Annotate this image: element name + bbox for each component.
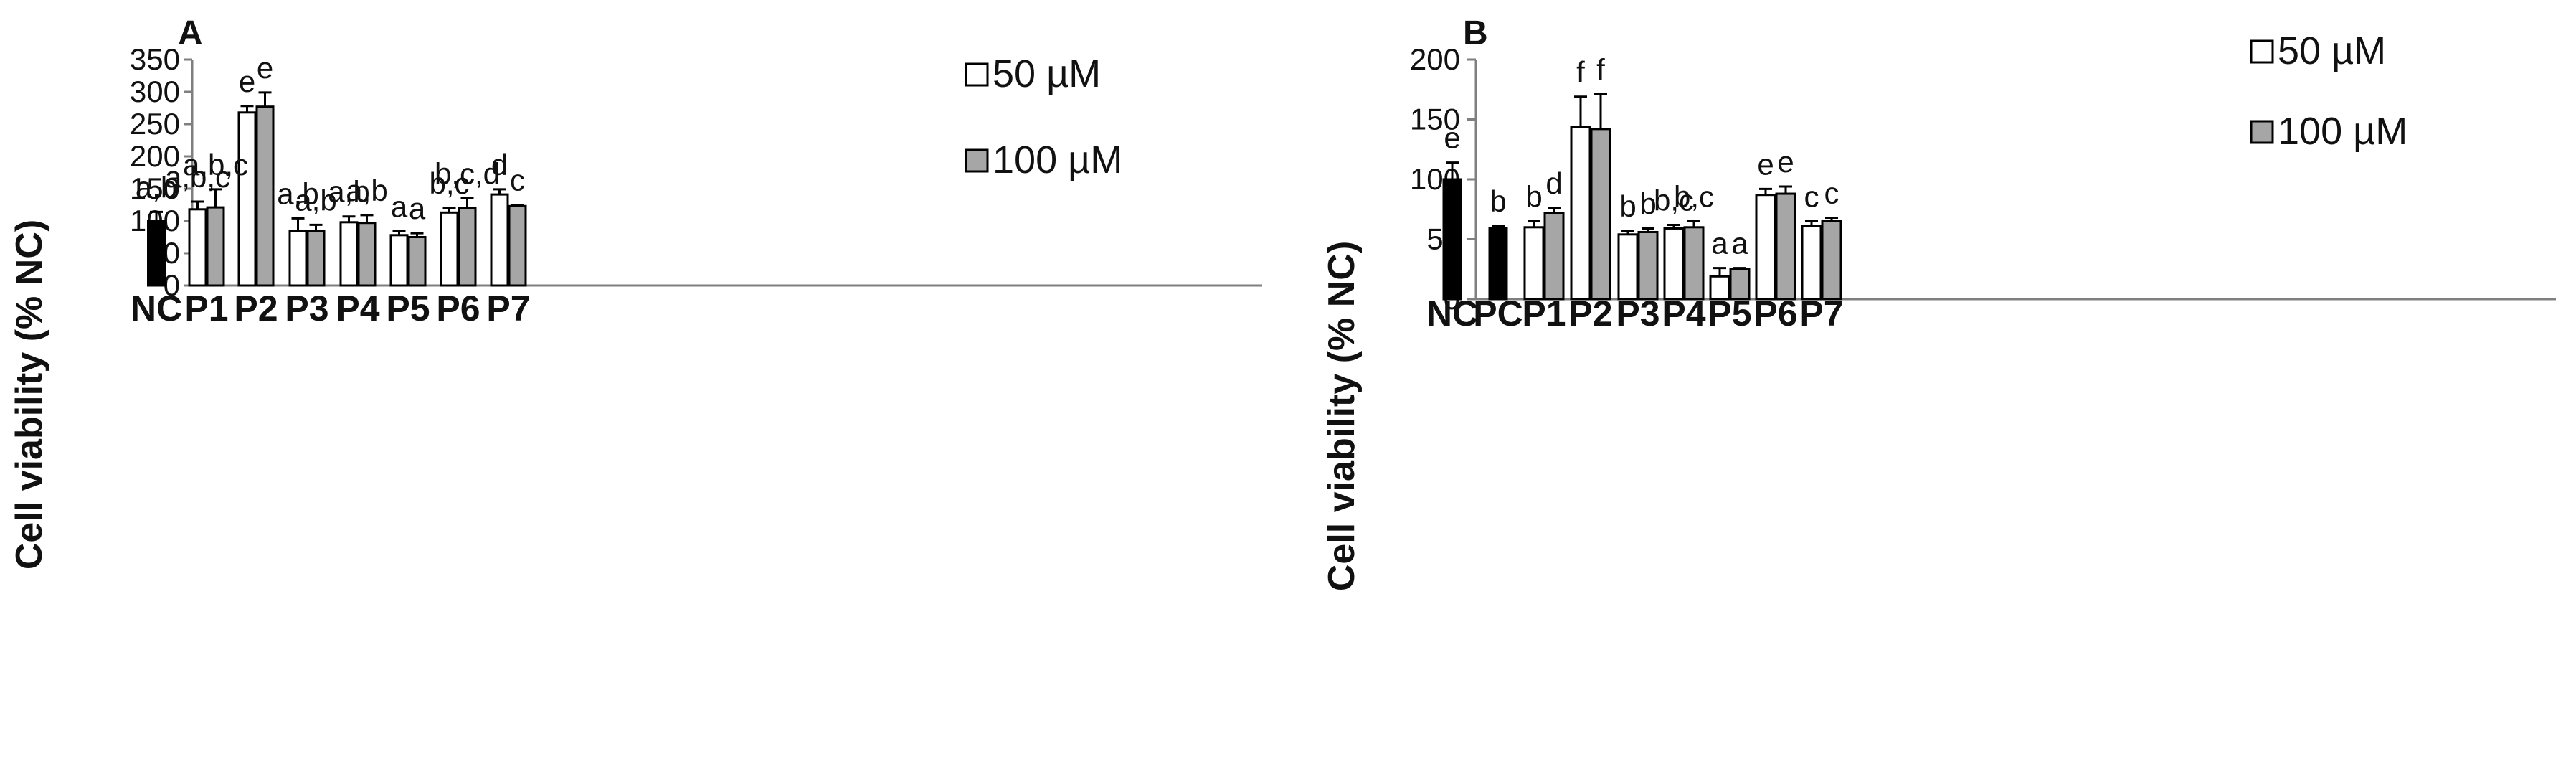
x-tick-label: P2	[234, 288, 278, 329]
series-50uM-p5-bar	[1709, 275, 1730, 301]
series-50uM-p7-significance-label: d	[491, 148, 508, 181]
y-tick-label: 300	[130, 75, 180, 108]
series-100uM-p4-bar	[357, 222, 377, 287]
series-50uM-p5-significance-label: a	[1711, 227, 1728, 260]
series-50uM-p1-bar	[188, 208, 207, 287]
series-50uM-p3-bar	[1617, 233, 1639, 301]
series-100uM-p7-significance-label: c	[1824, 176, 1839, 209]
panel-b-legend: 50 µM 100 µM	[2250, 29, 2407, 153]
x-tick-label: P1	[184, 288, 228, 329]
x-tick-label: P3	[285, 288, 328, 329]
series-50uM-p4-significance-label: a,b	[328, 175, 369, 209]
legend-label-50uM: 50 µM	[2278, 29, 2386, 72]
series-50uM-p2-bar	[237, 111, 257, 287]
series-50uM-p7-bar	[490, 193, 509, 287]
series-100uM-p3-significance-label: b	[1639, 187, 1656, 220]
panel-b-letter: B	[1463, 14, 1488, 52]
control-pc-significance-label: b	[1490, 184, 1506, 218]
series-100uM-p5-significance-label: a	[1731, 227, 1748, 260]
series-100uM-p7-bar	[508, 204, 527, 287]
x-tick-label: NC	[131, 288, 182, 329]
panel-b: B Cell viability (% NC) 50 µM 100 µM 050…	[1321, 14, 2556, 591]
panel-a-bars: a,ba,b,cea,b a,b ab,cda,b,cea,b a,bab,c,d c	[136, 51, 527, 287]
series-100uM-p6-significance-label: b,c,d	[435, 157, 500, 191]
series-100uM-p1-bar	[206, 206, 225, 287]
legend-label-50uM: 50 µM	[993, 52, 1101, 95]
control-nc-significance-label: e	[1444, 121, 1460, 155]
y-tick-label: 0	[164, 268, 180, 302]
panel-a-legend: 50 µM 100 µM	[965, 52, 1122, 181]
series-100uM-p3-bar	[1637, 230, 1659, 301]
legend-swatch-50uM	[965, 62, 989, 87]
series-100uM-p1-significance-label: d	[1545, 166, 1562, 200]
panel-a: A Cell viability (% NC) 50 µM 100 µM 0 50…	[9, 14, 1262, 570]
series-100uM-p4-bar	[1683, 226, 1705, 301]
series-50uM-p5-bar	[389, 234, 409, 287]
series-50uM-p2-significance-label: e	[239, 65, 255, 98]
y-tick-label: 250	[130, 107, 180, 141]
legend-swatch-50uM	[2250, 39, 2274, 64]
series-50uM-p2-significance-label: f	[1576, 55, 1585, 89]
series-100uM-p4-significance-label: a,b	[346, 174, 387, 207]
legend-label-100uM: 100 µM	[993, 138, 1122, 181]
panel-b-ylabel: Cell viability (% NC)	[1321, 241, 1363, 591]
y-tick-label: 200	[130, 139, 180, 173]
series-100uM-p1-bar	[1543, 212, 1565, 301]
control-nc-bar	[1442, 178, 1462, 301]
series-100uM-p2-bar	[1590, 128, 1611, 301]
panel-a-ylabel: Cell viability (% NC)	[9, 220, 50, 570]
series-100uM-p2-significance-label: e	[257, 51, 273, 85]
legend-swatch-100uM	[965, 148, 989, 173]
series-100uM-p1-significance-label: a,b,c	[183, 148, 248, 181]
x-tick-label: P7	[486, 288, 530, 329]
series-50uM-p1-significance-label: b	[1525, 179, 1542, 213]
series-100uM-p3-significance-label: a,b	[295, 183, 336, 217]
series-50uM-p1-significance-label: a,b,c	[165, 160, 230, 194]
series-50uM-p6-significance-label: e	[1757, 147, 1774, 181]
series-50uM-p4-significance-label: b,c	[1654, 183, 1694, 217]
series-50uM-p6-bar	[1755, 194, 1776, 301]
series-50uM-p2-bar	[1570, 126, 1591, 301]
series-100uM-p6-bar	[1775, 192, 1796, 301]
series-100uM-p5-bar	[407, 236, 427, 287]
control-nc-bar	[147, 220, 166, 287]
series-50uM-p7-bar	[1801, 225, 1822, 301]
series-100uM-p5-bar	[1729, 268, 1751, 301]
series-50uM-p4-bar	[339, 221, 359, 287]
y-tick-label: 150	[130, 171, 180, 205]
legend-swatch-100uM	[2250, 120, 2274, 144]
series-100uM-p4-significance-label: b,c	[1674, 179, 1714, 213]
series-50uM-p3-significance-label: b	[1619, 189, 1636, 223]
series-50uM-p3-significance-label: a,b	[277, 176, 318, 210]
x-tick-label: P6	[436, 288, 480, 329]
series-50uM-p6-bar	[440, 211, 459, 287]
series-100uM-p3-bar	[306, 230, 326, 287]
series-100uM-p7-bar	[1821, 220, 1842, 301]
series-50uM-p5-significance-label: a	[391, 189, 408, 223]
series-50uM-p1-bar	[1523, 226, 1545, 301]
series-50uM-p4-bar	[1663, 227, 1685, 301]
x-tick-label: P4	[336, 288, 379, 329]
series-100uM-p7-significance-label: c	[510, 164, 525, 197]
series-100uM-p2-significance-label: f	[1596, 52, 1605, 86]
series-100uM-p6-bar	[458, 207, 477, 287]
series-50uM-p7-significance-label: c	[1804, 179, 1819, 213]
series-100uM-p2-bar	[255, 105, 275, 287]
panel-a-letter: A	[178, 14, 203, 52]
y-tick-label: 150	[1410, 103, 1460, 136]
y-tick-label: 350	[130, 42, 180, 76]
series-50uM-p6-significance-label: b,c	[429, 166, 469, 200]
control-nc-significance-label: a,b	[136, 170, 177, 204]
series-100uM-p6-significance-label: e	[1777, 145, 1794, 179]
legend-label-100uM: 100 µM	[2278, 110, 2407, 153]
series-50uM-p3-bar	[288, 230, 308, 287]
control-pc-bar	[1488, 227, 1508, 301]
y-tick-label: 200	[1410, 42, 1460, 76]
x-tick-label: P5	[386, 288, 430, 329]
series-100uM-p5-significance-label: a	[409, 192, 426, 225]
